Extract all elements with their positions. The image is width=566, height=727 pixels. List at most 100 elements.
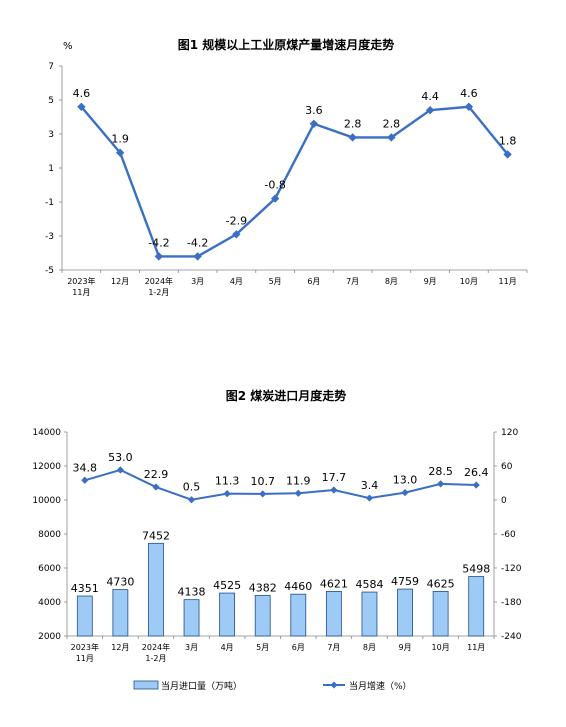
- x-tick-label: 2024年: [145, 276, 173, 286]
- x-tick-label: 11月: [499, 277, 517, 286]
- chart1-point: [193, 252, 202, 261]
- x-tick-label: 1-2月: [148, 288, 169, 297]
- chart2-line-label: 3.4: [361, 479, 379, 492]
- chart2-bar: [397, 588, 413, 637]
- x-tick-label: 7月: [346, 277, 359, 286]
- x-tick-label: 9月: [398, 643, 411, 652]
- chart2-point: [365, 494, 374, 502]
- chart1: 图1 规模以上工业原煤产量增速月度走势 % 7 5 3 1 -1 -3 -5 2023年 11…: [45, 37, 528, 297]
- right-tick-label: -60: [501, 530, 516, 540]
- chart2-title: 图2 煤炭进口月度走势: [226, 388, 347, 403]
- chart2-point: [294, 489, 302, 497]
- chart2-bar-label: 5498: [462, 563, 490, 576]
- y-tick-label: 1: [48, 164, 54, 174]
- chart2-bar-labels: 4351 4730 7452 4138 4525 4382 4460 4621 4584 4759…: [71, 529, 490, 598]
- chart2-bar-label: 4460: [284, 580, 312, 593]
- chart1-y-ticks: 7 5 3 1 -1 -3 -5: [45, 62, 62, 276]
- x-tick-label: 11月: [76, 654, 94, 663]
- left-tick-label: 4000: [38, 598, 61, 608]
- y-tick-label: -3: [45, 232, 54, 242]
- legend-line-marker: [330, 681, 338, 689]
- x-tick-label: 12月: [111, 643, 129, 652]
- x-tick-label: 11月: [467, 643, 485, 652]
- chart1-point: [464, 102, 474, 111]
- x-tick-label: 12月: [111, 277, 129, 286]
- y-tick-label: 5: [48, 96, 54, 106]
- chart1-point: [232, 230, 241, 239]
- chart2-line-label: 0.5: [183, 481, 201, 494]
- x-tick-label: 5月: [269, 277, 282, 286]
- x-tick-label: 10月: [460, 277, 478, 286]
- right-tick-label: 60: [501, 462, 513, 472]
- y-tick-label: 3: [48, 130, 54, 140]
- chart2-bar-label: 4351: [71, 582, 99, 595]
- chart2-bar-label: 4525: [213, 579, 241, 592]
- y-tick-label: -1: [45, 198, 54, 208]
- x-tick-label: 8月: [385, 277, 398, 286]
- chart1-axes: [61, 66, 527, 271]
- chart2-bar: [468, 576, 485, 637]
- x-tick-label: 7月: [327, 643, 340, 652]
- chart2-point: [152, 483, 160, 491]
- x-tick-label: 3月: [191, 277, 204, 286]
- left-tick-label: 6000: [38, 564, 61, 574]
- legend-bar-swatch: [133, 680, 159, 690]
- x-tick-label: 1-2月: [145, 654, 166, 663]
- chart2: 图2 煤炭进口月度走势 14000 12000 10000 8000 6000 4000 2…: [32, 388, 521, 692]
- chart1-data-label: 2.8: [383, 117, 401, 130]
- x-tick-label: 4月: [221, 643, 234, 652]
- x-tick-label: 2023年: [67, 276, 95, 286]
- left-tick-label: 12000: [32, 462, 61, 472]
- chart2-bar: [112, 589, 129, 637]
- chart2-bar-label: 4138: [178, 586, 206, 599]
- chart2-bar-label: 4730: [106, 576, 134, 589]
- chart2-bar-label: 4625: [427, 577, 455, 590]
- x-tick-label: 10月: [432, 643, 450, 652]
- chart2-line-label: 11.3: [215, 475, 240, 488]
- chart2-bar-label: 4621: [320, 577, 348, 590]
- chart1-series: [77, 102, 512, 261]
- chart2-bar-label: 7452: [142, 529, 170, 542]
- chart2-bar: [76, 595, 93, 637]
- chart2-bar-label: 4382: [249, 582, 277, 595]
- chart1-data-label: 1.9: [111, 133, 129, 146]
- x-tick-label: 2024年: [142, 642, 170, 652]
- chart2-line-label: 28.5: [428, 465, 453, 478]
- chart1-point: [425, 106, 435, 115]
- legend-bar-label: 当月进口量（万吨）: [161, 680, 242, 692]
- chart2-bar-label: 4584: [355, 578, 383, 591]
- chart2-bar-series: [76, 542, 485, 637]
- chart1-data-label: 4.4: [421, 90, 439, 103]
- chart2-line-label: 11.9: [286, 474, 311, 487]
- x-tick-label: 2023年: [71, 642, 99, 652]
- chart2-point: [401, 489, 409, 497]
- chart1-point: [154, 252, 164, 261]
- chart1-point: [309, 119, 319, 128]
- chart1-data-label: -0.8: [264, 179, 285, 192]
- left-tick-label: 8000: [38, 530, 61, 540]
- chart2-line-label: 13.0: [393, 474, 418, 487]
- chart2-line: [84, 468, 477, 501]
- y-tick-label: 7: [48, 62, 54, 72]
- chart2-point: [116, 466, 124, 474]
- x-tick-label: 5月: [256, 643, 269, 652]
- right-tick-label: -240: [501, 632, 522, 642]
- chart2-line-label: 10.7: [250, 475, 275, 488]
- x-tick-label: 11月: [72, 288, 90, 297]
- chart2-line-series: [81, 466, 480, 504]
- chart2-bar: [183, 599, 200, 637]
- chart2-bar: [432, 590, 449, 637]
- chart1-point: [503, 150, 512, 159]
- chart2-bar: [148, 542, 164, 637]
- chart1-point: [77, 102, 86, 111]
- chart2-point: [472, 481, 480, 489]
- chart2-bar: [290, 593, 307, 637]
- chart2-point: [330, 486, 338, 494]
- x-tick-label: 3月: [185, 643, 198, 652]
- chart2-point: [81, 476, 89, 484]
- chart1-data-label: 4.6: [460, 87, 478, 100]
- chart1-point: [387, 133, 396, 142]
- chart1-data-label: -4.2: [187, 236, 208, 249]
- chart1-title: 图1 规模以上工业原煤产量增速月度走势: [178, 37, 395, 52]
